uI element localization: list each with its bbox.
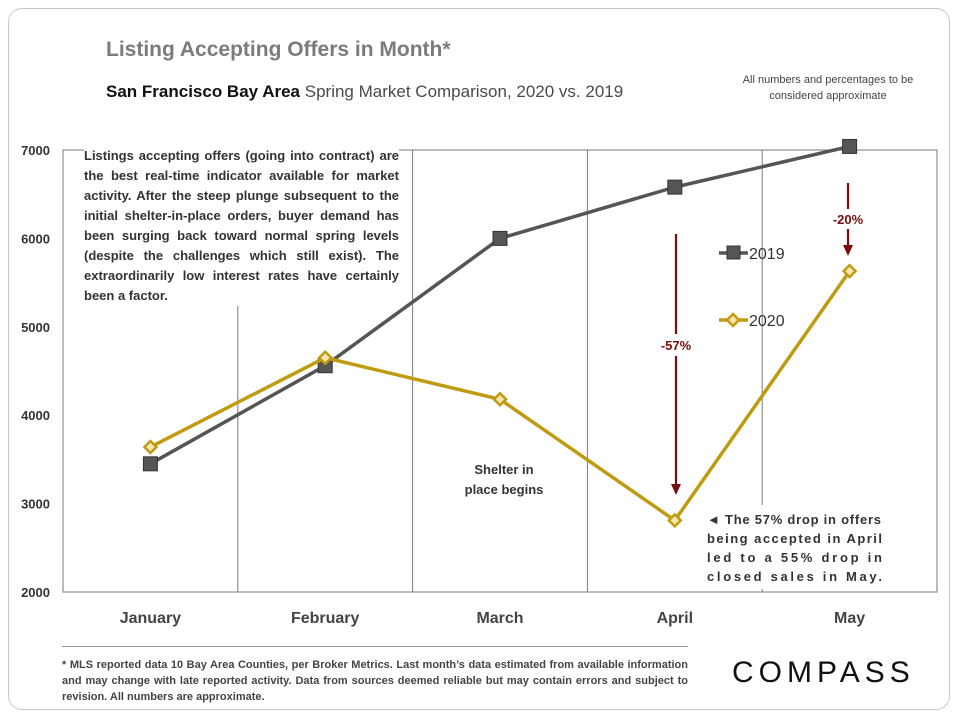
y-tick-label: 7000: [21, 143, 50, 158]
x-tick-label: January: [120, 610, 181, 627]
point-2020: [142, 439, 159, 455]
chart-card: [8, 8, 950, 710]
legend-label-2020: 2020: [749, 313, 785, 330]
y-tick-label: 4000: [21, 408, 50, 423]
footnote-divider: [62, 646, 688, 647]
april-drop-label: -57%: [661, 338, 692, 353]
market-note: Listings accepting offers (going into co…: [84, 146, 399, 306]
april-drop-arrowhead: [671, 484, 681, 495]
y-tick-label: 2000: [21, 585, 50, 600]
chart-subtitle: San Francisco Bay Area Spring Market Com…: [106, 82, 623, 102]
point-2019: [667, 179, 683, 195]
point-2019: [492, 230, 508, 246]
x-tick-label: February: [291, 610, 360, 627]
may-drop-arrowhead: [843, 245, 853, 256]
x-tick-label: April: [657, 610, 693, 627]
chart-title: Listing Accepting Offers in Month*: [106, 38, 451, 61]
point-2020: [841, 263, 858, 279]
shelter-annotation: Shelter in: [474, 462, 533, 477]
plot-frame: [62, 149, 938, 593]
y-tick-label: 6000: [21, 231, 50, 246]
shelter-annotation: place begins: [465, 482, 544, 497]
legend-marker-2020: [725, 312, 741, 328]
point-2020: [317, 349, 333, 366]
point-2019: [842, 138, 858, 154]
may-drop-label: -20%: [833, 212, 864, 227]
y-tick-label: 5000: [21, 320, 50, 335]
compass-logo: COMPASS: [732, 656, 915, 689]
april-note-line: being accepted in April: [707, 531, 882, 546]
point-2020: [667, 512, 683, 529]
footnote: * MLS reported data 10 Bay Area Counties…: [62, 659, 688, 703]
disclaimer: All numbers and percentages to be consid…: [742, 74, 914, 102]
x-tick-label: May: [834, 610, 865, 627]
subtitle-region: San Francisco Bay Area: [106, 82, 301, 101]
x-tick-label: March: [476, 610, 523, 627]
may-drop-label-bg: [824, 209, 872, 229]
april-note-bg: [702, 505, 884, 589]
april-drop-label-bg: [648, 334, 702, 356]
legend-marker-2019: [726, 245, 741, 260]
april-note-line: led to a 55% drop in: [707, 550, 882, 565]
legend-label-2019: 2019: [749, 246, 785, 263]
subtitle-rest: Spring Market Comparison, 2020 vs. 2019: [304, 82, 624, 101]
y-tick-label: 3000: [21, 497, 50, 512]
april-note-line: ◄ The 57% drop in offers: [707, 512, 881, 527]
point-2020: [492, 391, 508, 408]
point-2019: [142, 456, 158, 472]
